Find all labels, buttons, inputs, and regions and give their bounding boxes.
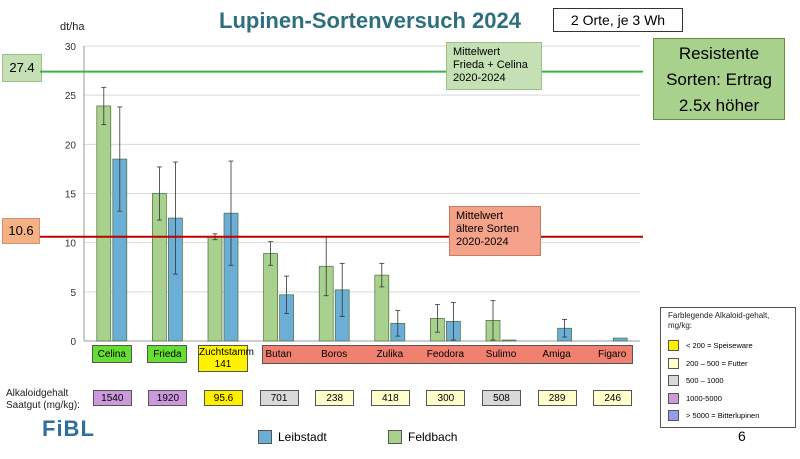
y-axis-label: dt/ha — [60, 21, 85, 33]
mean-old-note-line: Mittelwert — [456, 210, 504, 222]
color-key-label: > 5000 = Bitterlupinen — [686, 411, 760, 420]
alkaloid-label-line: Alkaloidgehalt — [6, 388, 69, 399]
alkaloid-value: 508 — [482, 390, 521, 406]
category-label: Zulika — [376, 349, 404, 360]
color-key-label: < 200 = Speiseware — [686, 341, 753, 350]
alkaloid-value: 238 — [315, 390, 355, 406]
y-tick-label: 20 — [65, 140, 77, 151]
color-key-swatch — [668, 357, 679, 369]
color-key-swatch — [668, 392, 679, 404]
y-tick-label: 30 — [65, 42, 77, 53]
bar-leibstadt — [501, 339, 517, 342]
legend-label-leibstadt: Leibstadt — [278, 430, 327, 444]
mean-resistant-badge: 27.4 — [2, 54, 42, 82]
bar-feldbach — [263, 253, 278, 342]
category-label: Zuchtstamm 141 — [198, 345, 255, 372]
mean-old-note-line: ältere Sorten — [456, 223, 519, 235]
category-label-line: 141 — [214, 359, 232, 370]
y-tick-label: 15 — [65, 190, 77, 201]
alkaloid-label: Alkaloidgehalt Saatgut (mg/kg): — [6, 388, 80, 412]
mean-resistant-note-line: Frieda + Celina — [453, 59, 528, 71]
alkaloid-value: 1540 — [92, 390, 132, 406]
resistant-note: Resistente Sorten: Ertrag 2.5x höher — [653, 38, 785, 120]
axes: 0 5 10 15 20 25 30 dt/ha — [60, 21, 640, 348]
category-label: Amiga — [542, 349, 571, 360]
category-label: Frieda — [147, 345, 188, 363]
mean-old-note: Mittelwert ältere Sorten 2020-2024 — [449, 206, 541, 256]
color-key-label: 1000-5000 — [686, 393, 722, 403]
page-number: 6 — [738, 428, 746, 444]
alkaloid-value: 95.6 — [204, 390, 243, 406]
color-key-label: 200 – 500 = Futter — [686, 358, 748, 368]
category-label: Celina — [91, 345, 132, 363]
chart-title: Lupinen-Sortenversuch 2024 — [219, 8, 521, 33]
alkaloid-value: 300 — [426, 390, 466, 406]
category-label: Boros — [321, 349, 348, 360]
resistant-note-line: Resistente — [678, 44, 760, 63]
mean-old-note-line: 2020-2024 — [456, 236, 509, 248]
category-label: Figaro — [598, 349, 627, 360]
y-tick-label: 25 — [65, 91, 77, 102]
alkaloid-value: 418 — [370, 390, 410, 406]
bar-leibstadt — [612, 337, 628, 342]
bar-feldbach — [207, 236, 223, 342]
y-tick-label: 10 — [65, 239, 77, 250]
info-box: 2 Orte, je 3 Wh — [553, 8, 683, 32]
mean-resistant-note-line: 2020-2024 — [453, 72, 506, 84]
legend-label-feldbach: Feldbach — [408, 430, 458, 444]
color-key-swatch — [668, 375, 679, 386]
resistant-note-line: 2.5x höher — [678, 96, 760, 115]
category-label: Butan — [265, 349, 292, 360]
fibl-logo: FiBL — [42, 416, 95, 441]
alkaloid-value: 1920 — [148, 390, 188, 406]
alkaloid-value: 701 — [259, 390, 299, 406]
legend-swatch-leibstadt — [258, 430, 272, 444]
alkaloid-label-line: Saatgut (mg/kg): — [6, 400, 80, 411]
bars — [96, 86, 628, 342]
older-varieties-band — [262, 345, 633, 364]
alkaloid-value: 289 — [537, 390, 577, 406]
mean-resistant-note-line: Mittelwert — [453, 46, 501, 58]
color-key-swatch — [668, 340, 679, 351]
resistant-note-line: Sorten: Ertrag — [666, 70, 772, 89]
grid-lines — [84, 45, 640, 342]
category-label: Feodora — [426, 349, 465, 360]
mean-resistant-note: Mittelwert Frieda + Celina 2020-2024 — [446, 42, 542, 90]
alkaloid-value: 246 — [593, 390, 633, 406]
legend-swatch-feldbach — [388, 430, 402, 444]
reference-lines — [40, 70, 643, 238]
color-key-title: Farblegende Alkaloid-gehalt, mg/kg: — [668, 311, 770, 330]
y-tick-label: 0 — [70, 337, 76, 348]
category-label-line: Zuchtstamm — [199, 347, 255, 358]
color-key-label: 500 – 1000 — [686, 376, 724, 385]
category-label: Sulimo — [485, 349, 517, 360]
color-key-swatch — [668, 410, 679, 421]
bar-feldbach — [96, 105, 112, 342]
mean-old-badge: 10.6 — [2, 218, 40, 244]
y-tick-label: 5 — [70, 288, 76, 299]
color-key-box — [660, 307, 796, 428]
